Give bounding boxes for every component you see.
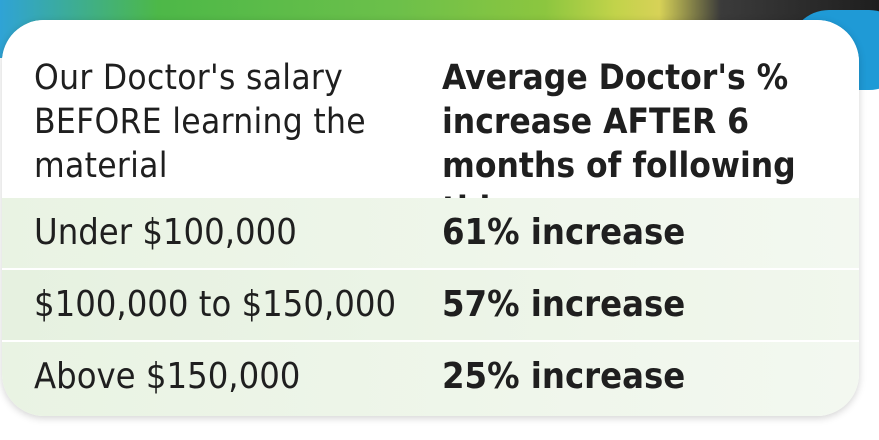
- table-row: Above $150,000 25% increase: [2, 342, 859, 416]
- table-header-row: Our Doctor's salary BEFORE learning the …: [2, 20, 859, 230]
- salary-cell: Above $150,000: [34, 356, 301, 397]
- increase-cell: 25% increase: [442, 356, 686, 397]
- increase-cell: 61% increase: [442, 212, 686, 253]
- table-row: $100,000 to $150,000 57% increase: [2, 270, 859, 340]
- increase-cell: 57% increase: [442, 284, 686, 325]
- header-salary-before: Our Doctor's salary BEFORE learning the …: [34, 58, 366, 186]
- salary-cell: Under $100,000: [34, 212, 297, 253]
- salary-increase-table: Our Doctor's salary BEFORE learning the …: [2, 20, 859, 416]
- salary-cell: $100,000 to $150,000: [34, 284, 397, 325]
- table-row: Under $100,000 61% increase: [2, 198, 859, 268]
